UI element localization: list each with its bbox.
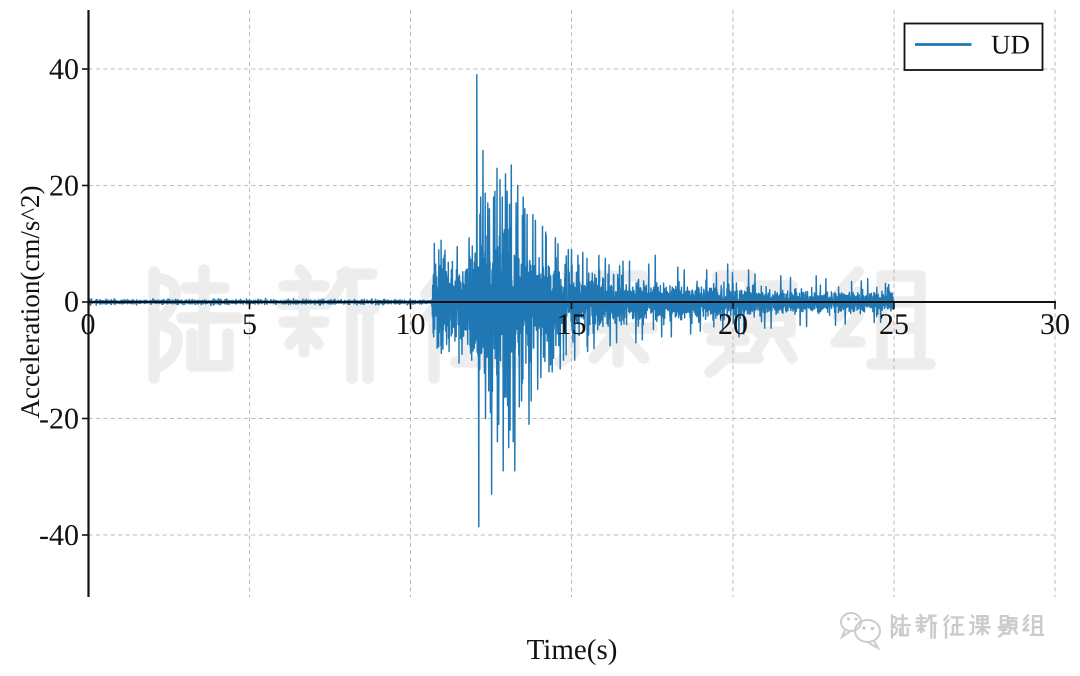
svg-text:20: 20 — [49, 170, 79, 203]
svg-text:30: 30 — [1040, 308, 1070, 341]
svg-text:25: 25 — [879, 308, 909, 341]
svg-text:40: 40 — [49, 53, 79, 86]
svg-text:-40: -40 — [39, 519, 79, 552]
svg-text:0: 0 — [81, 308, 96, 341]
svg-text:5: 5 — [242, 308, 257, 341]
svg-text:20: 20 — [718, 308, 748, 341]
svg-text:10: 10 — [396, 308, 426, 341]
svg-text:-20: -20 — [39, 403, 79, 436]
svg-text:Time(s): Time(s) — [527, 634, 618, 666]
svg-text:Acceleration(cm/s^2): Acceleration(cm/s^2) — [15, 185, 45, 418]
svg-text:UD: UD — [991, 30, 1030, 60]
svg-text:0: 0 — [64, 286, 79, 319]
svg-text:15: 15 — [557, 308, 587, 341]
